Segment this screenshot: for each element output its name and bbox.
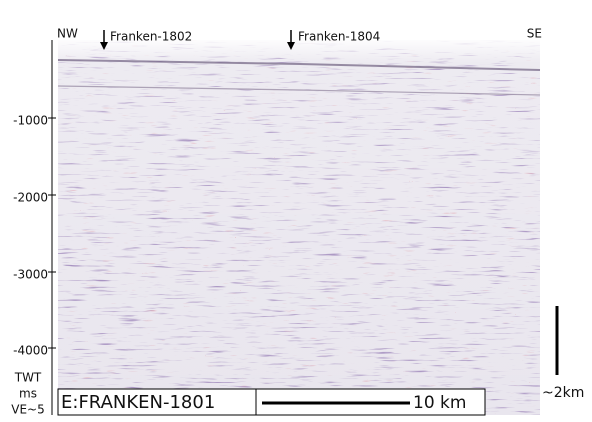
line-name: E:FRANKEN-1801 bbox=[61, 392, 215, 413]
unit-label: TWT bbox=[14, 371, 42, 385]
tick-label: -4000 bbox=[13, 344, 48, 358]
tick-label: -3000 bbox=[13, 268, 48, 282]
well-label: Franken-1804 bbox=[298, 30, 380, 44]
unit-label: VE~5 bbox=[11, 403, 44, 417]
vertical-scale-label: ~2km bbox=[542, 385, 584, 401]
unit-label: ms bbox=[19, 387, 37, 401]
tick-label: -2000 bbox=[13, 191, 48, 205]
direction-left: NW bbox=[57, 27, 78, 41]
well-arrow-head bbox=[100, 42, 108, 50]
seismic-image bbox=[57, 40, 541, 415]
axis-ticks bbox=[48, 117, 56, 349]
well-arrow-head bbox=[287, 42, 295, 50]
scale-label: 10 km bbox=[413, 393, 466, 413]
well-label: Franken-1802 bbox=[110, 30, 192, 44]
tick-label: -1000 bbox=[13, 114, 48, 128]
direction-right: SE bbox=[527, 27, 542, 41]
